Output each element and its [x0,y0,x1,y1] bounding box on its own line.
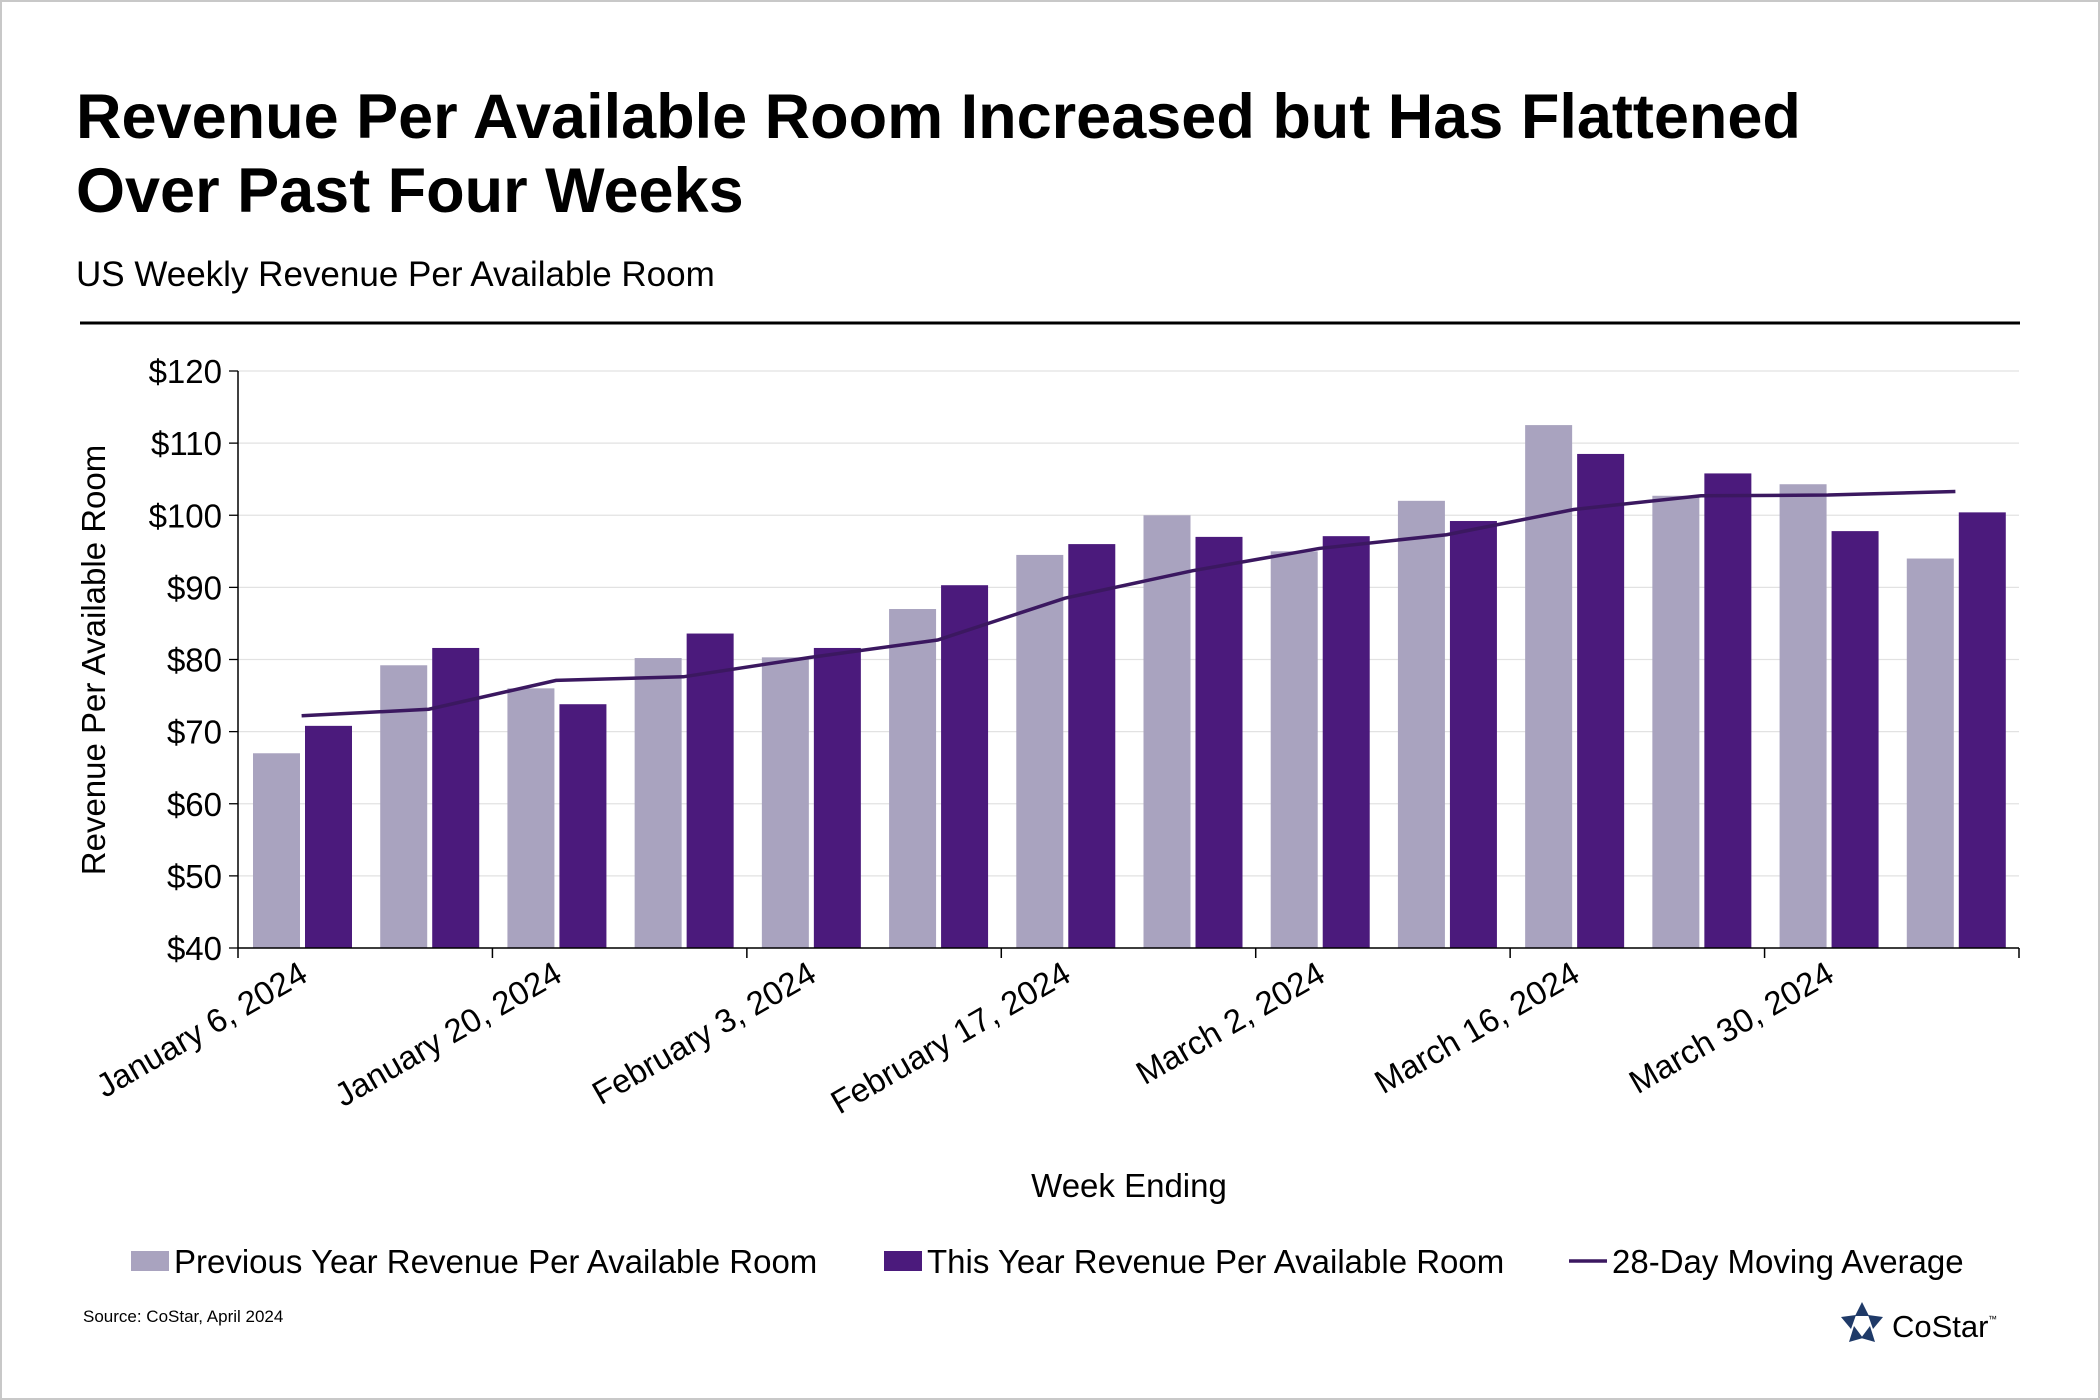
bar [1831,531,1879,948]
bar [1322,536,1370,948]
y-tick-label: $110 [151,425,222,462]
logo-mark: ™ [1988,1314,1997,1324]
bar [634,658,682,948]
y-tick-label: $120 [149,353,222,390]
y-tick-label: $60 [167,786,222,823]
y-tick-label: $80 [167,642,222,679]
bar [941,585,989,948]
bar [686,633,734,948]
bar [559,704,607,948]
bar [761,657,809,948]
x-axis-title: Week Ending [1031,1167,1227,1204]
bar [1068,544,1116,948]
legend-label: 28-Day Moving Average [1612,1243,1964,1280]
y-tick-label: $50 [167,858,222,895]
bar [1704,473,1752,948]
chart-title: Revenue Per Available Room Increased but… [76,82,1801,152]
y-tick-label: $70 [167,714,222,751]
bar [432,647,480,948]
bar [1779,484,1827,948]
legend-swatch [131,1251,169,1271]
bar [1906,558,1954,948]
bar [1652,495,1700,948]
bar [1525,425,1573,948]
bar [1577,453,1625,948]
logo-icon [1841,1302,1883,1342]
bar [507,688,555,948]
bar [1143,515,1191,948]
bar [1449,521,1497,948]
bar [380,665,428,948]
bar [1958,512,2006,948]
y-tick-label: $40 [167,930,222,967]
bar [1016,554,1064,948]
line-series [301,489,1956,718]
source: Source: CoStar, April 2024 [83,1307,283,1326]
logo-text: CoStar [1892,1309,1988,1344]
bar [889,609,937,948]
bar [1195,536,1243,948]
y-axis-title: Revenue Per Available Room [75,445,112,875]
bar [813,647,861,948]
y-tick-label: $90 [167,569,222,606]
bar [1397,500,1445,948]
legend-label: Previous Year Revenue Per Available Room [174,1243,817,1280]
bar [305,725,352,948]
legend-swatch [884,1251,922,1271]
chart-title: Over Past Four Weeks [76,156,744,226]
logo: CoStar ™ [1841,1302,1997,1344]
legend-label: This Year Revenue Per Available Room [927,1243,1504,1280]
chart-subtitle: US Weekly Revenue Per Available Room [76,255,715,294]
bar [253,753,300,948]
y-tick-label: $100 [149,497,222,534]
bar [1270,551,1318,948]
